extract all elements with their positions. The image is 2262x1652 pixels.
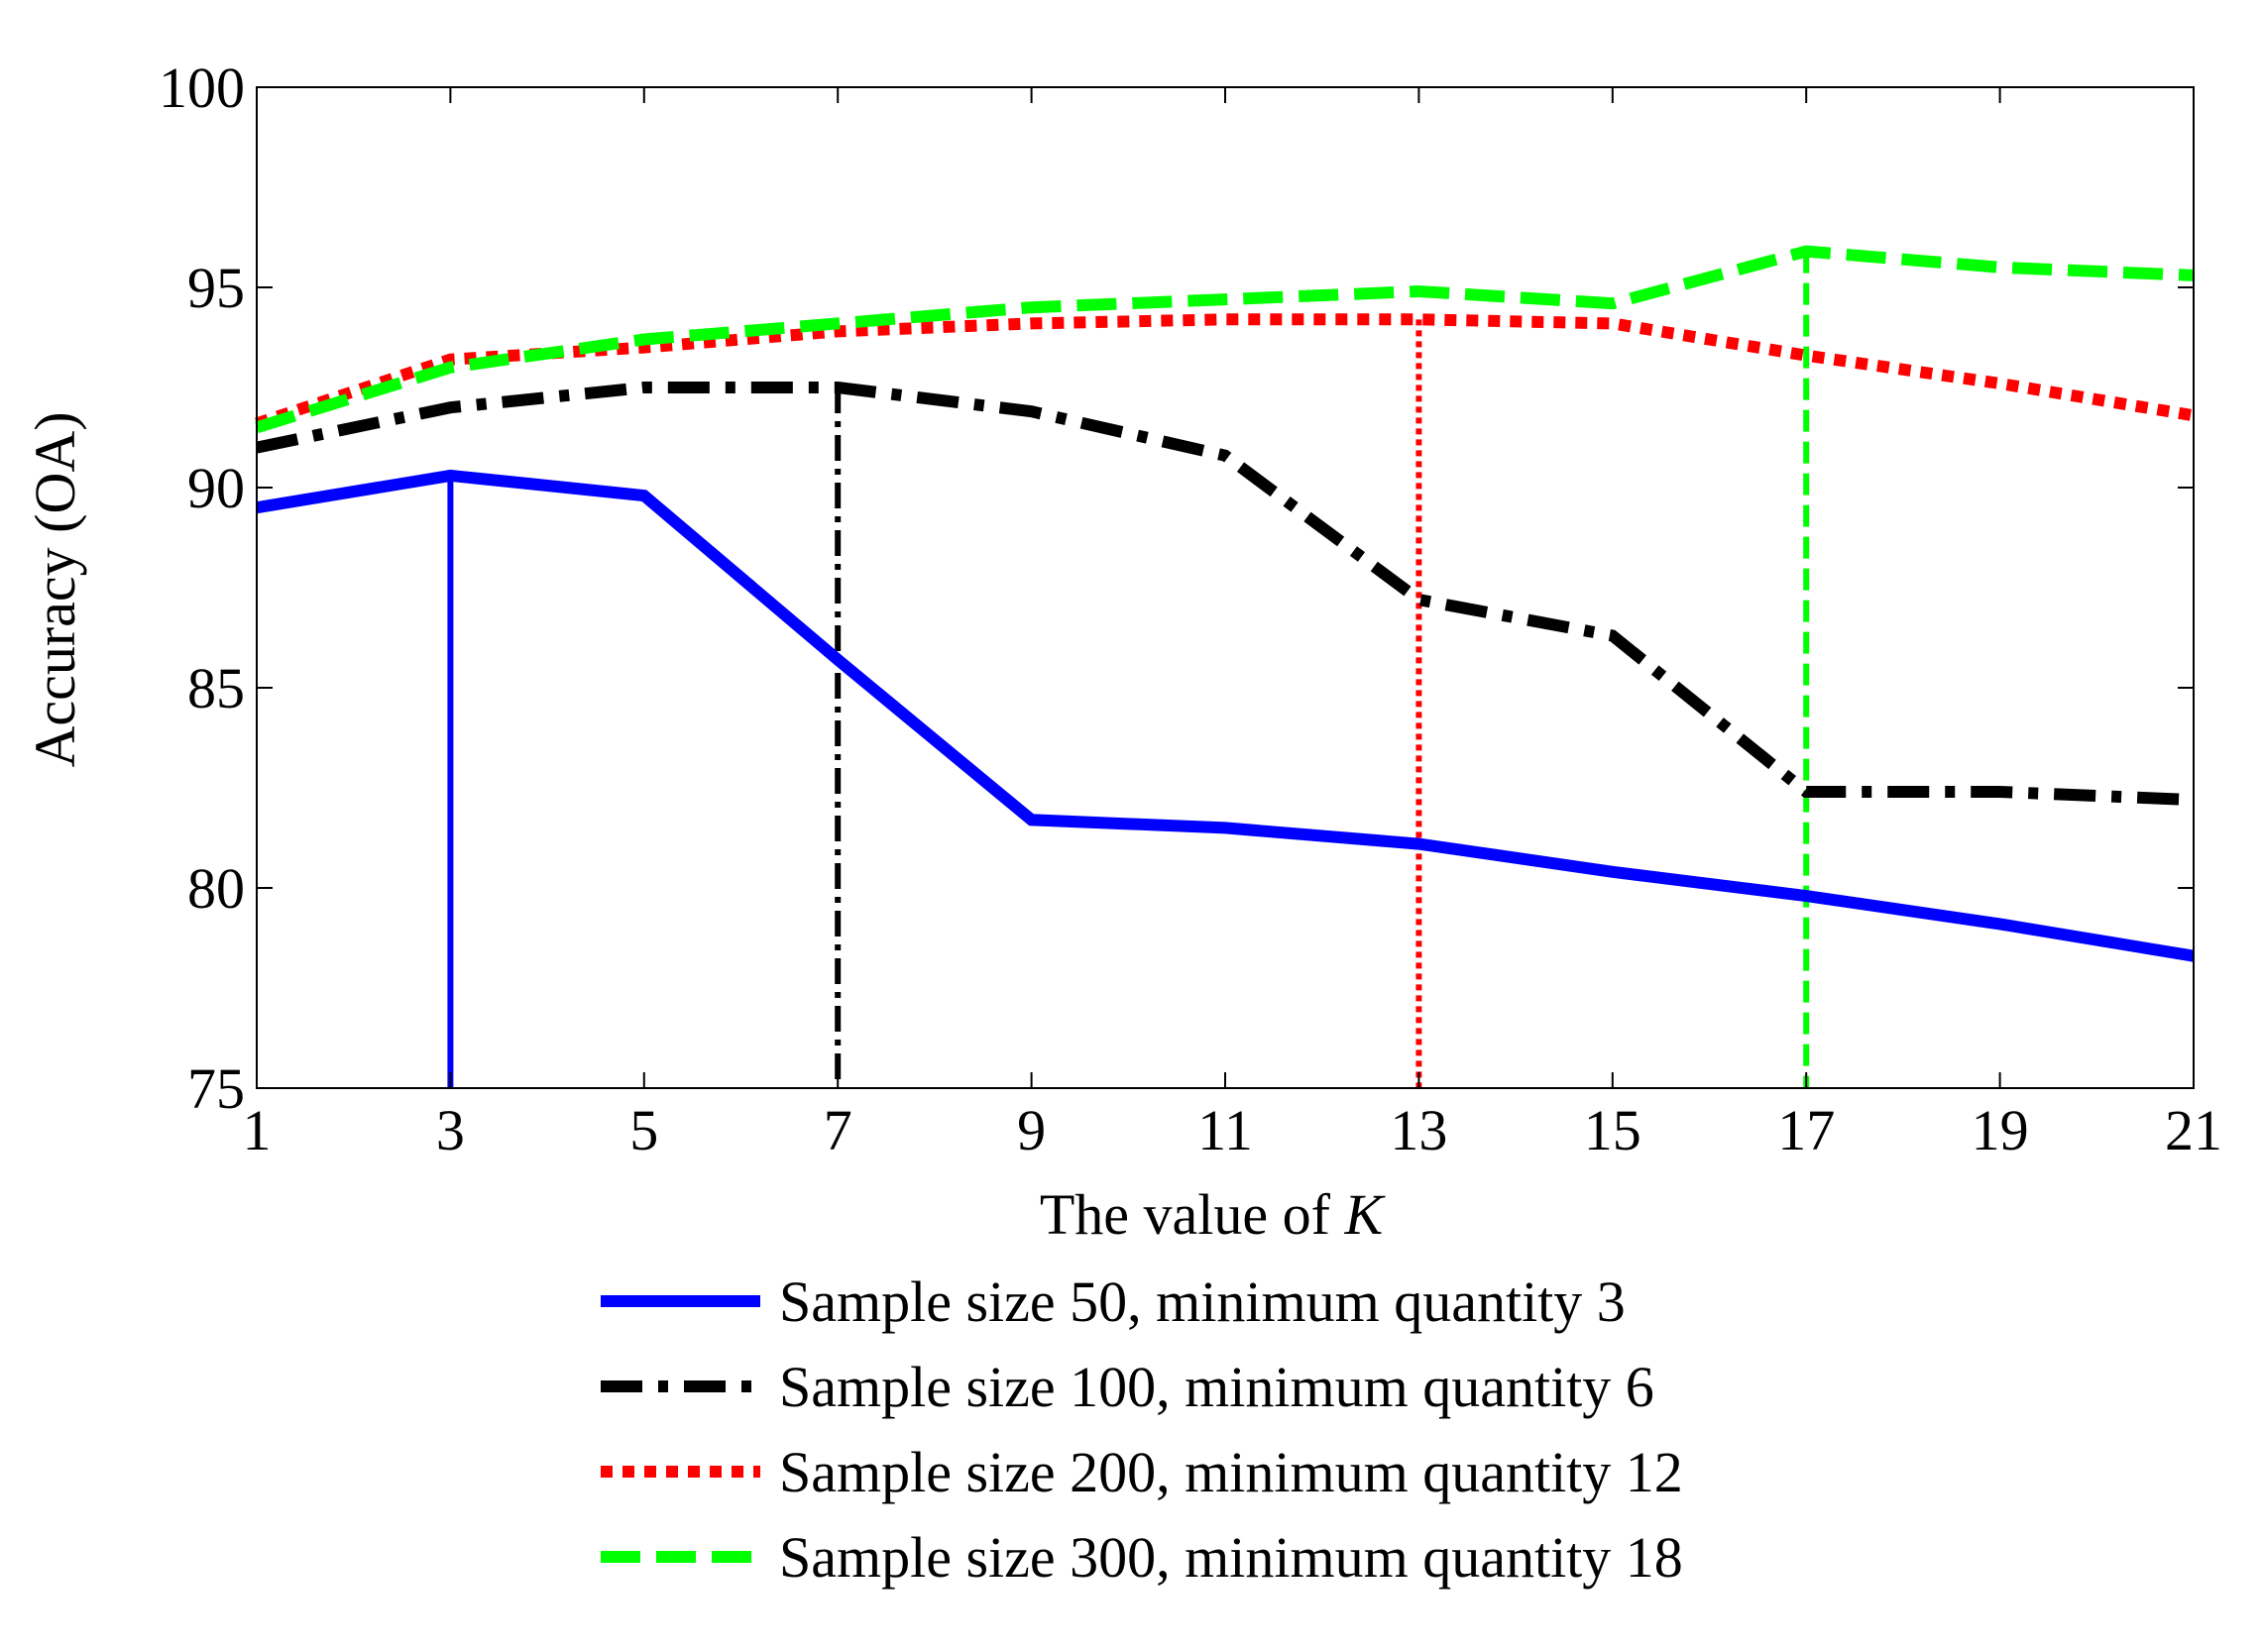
x-axis-label-variable: K [1343,1182,1386,1247]
x-axis-label-prefix: The value of [1040,1182,1345,1247]
x-tick-label: 15 [1584,1098,1641,1162]
series-line-dotted [255,313,2195,430]
vertical-marker-lines [447,251,1810,1088]
x-tick-label: 19 [1972,1098,2029,1162]
legend-label: Sample size 100, minimum quantity 6 [779,1355,1654,1419]
x-tick-label: 13 [1390,1098,1447,1162]
legend-label: Sample size 200, minimum quantity 12 [779,1440,1683,1504]
y-tick-label: 95 [187,256,245,320]
x-tick-label: 1 [243,1098,272,1162]
x-tick-label: 3 [436,1098,465,1162]
legend-label: Sample size 300, minimum quantity 18 [779,1525,1683,1590]
x-tick-label: 9 [1017,1098,1046,1162]
y-tick-labels: 75 80 85 90 95 100 [159,55,245,1121]
axis-ticks [256,86,2195,1089]
y-tick-label: 85 [187,656,245,720]
series-line-dashdot [255,382,2195,807]
legend-label: Sample size 50, minimum quantity 3 [779,1269,1626,1334]
x-tick-label: 7 [824,1098,852,1162]
legend: Sample size 50, minimum quantity 3 Sample… [601,1269,1683,1590]
x-tick-labels: 1 3 5 7 9 11 13 15 17 19 21 [243,1098,2223,1162]
y-tick-label: 75 [187,1056,245,1121]
series-line-dashed [255,245,2195,434]
x-tick-label: 17 [1777,1098,1835,1162]
series-line-solid [256,469,2195,962]
y-tick-label: 90 [187,456,245,520]
y-tick-label: 80 [187,856,245,921]
y-tick-label: 100 [159,55,245,120]
x-tick-label: 21 [2165,1098,2222,1162]
x-tick-label: 11 [1197,1098,1253,1162]
series-lines [255,245,2195,962]
x-axis-label: The value of K [1040,1182,1387,1247]
y-axis-label: Accuracy (OA) [23,411,87,767]
x-tick-label: 5 [629,1098,658,1162]
